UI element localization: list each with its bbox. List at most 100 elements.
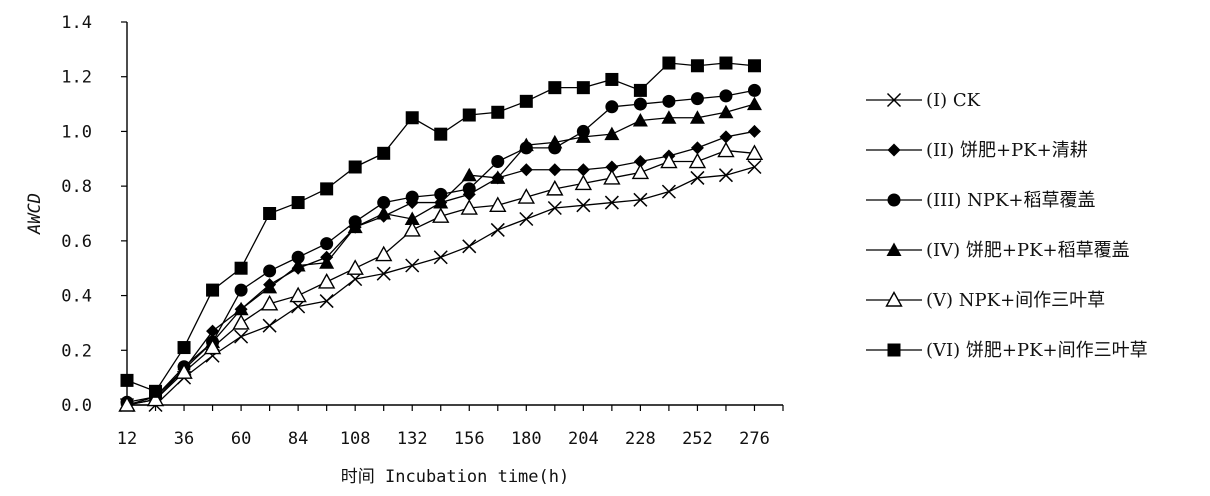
x-tick-label: 132 bbox=[397, 429, 428, 449]
point-marker bbox=[519, 94, 533, 108]
point-marker bbox=[206, 283, 220, 297]
point-marker bbox=[462, 239, 477, 254]
point-marker bbox=[548, 81, 562, 95]
point-marker bbox=[517, 188, 535, 204]
point-marker bbox=[319, 294, 334, 309]
point-marker bbox=[491, 155, 505, 169]
point-marker bbox=[690, 92, 704, 106]
point-marker bbox=[604, 126, 620, 141]
legend-label: (IV) 饼肥+PK+稻草覆盖 bbox=[926, 240, 1130, 261]
point-marker bbox=[747, 159, 762, 175]
point-marker bbox=[747, 124, 761, 138]
point-marker bbox=[547, 200, 562, 216]
legend-item-1: (I) CK bbox=[866, 90, 981, 111]
point-marker bbox=[377, 146, 391, 160]
point-marker bbox=[690, 59, 704, 73]
point-marker bbox=[206, 324, 220, 338]
point-marker bbox=[348, 160, 362, 174]
point-marker bbox=[633, 97, 647, 111]
series-line bbox=[126, 103, 755, 406]
point-marker bbox=[405, 258, 420, 273]
point-marker bbox=[887, 193, 901, 207]
point-marker bbox=[631, 163, 650, 180]
series-6 bbox=[120, 56, 761, 398]
point-marker bbox=[490, 170, 506, 184]
point-marker bbox=[548, 163, 562, 177]
x-tick-label: 36 bbox=[174, 429, 194, 449]
point-marker bbox=[289, 286, 307, 303]
point-marker bbox=[432, 207, 450, 223]
point-marker bbox=[660, 152, 678, 169]
point-marker bbox=[519, 211, 534, 227]
point-marker bbox=[290, 257, 306, 272]
point-marker bbox=[546, 179, 564, 196]
point-marker bbox=[234, 261, 248, 275]
point-marker bbox=[460, 199, 478, 215]
x-tick-label: 60 bbox=[231, 429, 251, 449]
point-marker bbox=[317, 272, 336, 289]
point-marker bbox=[403, 220, 421, 237]
series-4 bbox=[119, 96, 762, 411]
point-marker bbox=[462, 108, 476, 122]
legend: (I) CK (II) 饼肥+PK+清耕 (III) NPK+稻草覆盖 (IV) 饼肥… bbox=[866, 90, 1148, 361]
point-marker bbox=[433, 195, 449, 209]
point-marker bbox=[433, 250, 448, 265]
point-marker bbox=[233, 301, 249, 316]
point-marker bbox=[887, 343, 901, 357]
point-marker bbox=[688, 152, 707, 169]
legend-label: (VI) 饼肥+PK+间作三叶草 bbox=[926, 340, 1148, 361]
point-marker bbox=[632, 112, 648, 127]
point-marker bbox=[120, 373, 134, 387]
point-marker bbox=[576, 163, 590, 177]
point-marker bbox=[886, 242, 902, 256]
point-marker bbox=[434, 187, 448, 201]
x-tick-label: 252 bbox=[682, 429, 713, 449]
point-marker bbox=[519, 163, 533, 177]
point-marker bbox=[746, 96, 762, 111]
series-line bbox=[126, 130, 755, 406]
point-marker bbox=[662, 94, 676, 108]
point-marker bbox=[719, 89, 733, 103]
point-marker bbox=[263, 264, 277, 278]
point-marker bbox=[575, 129, 591, 143]
legend-label: (II) 饼肥+PK+清耕 bbox=[926, 140, 1088, 161]
point-marker bbox=[718, 168, 733, 183]
point-marker bbox=[376, 206, 392, 220]
point-marker bbox=[885, 291, 903, 307]
point-marker bbox=[177, 341, 191, 355]
x-tick-label: 156 bbox=[454, 429, 485, 449]
point-marker bbox=[604, 195, 619, 210]
point-marker bbox=[203, 338, 222, 355]
series-line bbox=[126, 62, 755, 393]
point-marker bbox=[718, 104, 734, 119]
point-marker bbox=[717, 141, 735, 158]
point-marker bbox=[232, 313, 250, 330]
y-tick-label: 0.6 bbox=[61, 232, 92, 252]
point-marker bbox=[887, 143, 901, 157]
point-marker bbox=[574, 174, 593, 191]
ticks: 0.0 0.2 0.4 0.6 0.8 1.0 1.2 1.4 12 36 60 84 108 132 15… bbox=[61, 13, 784, 449]
x-tick-label: 204 bbox=[568, 429, 599, 449]
point-marker bbox=[576, 198, 591, 213]
point-marker bbox=[405, 111, 419, 125]
y-tick-label: 0.2 bbox=[61, 341, 92, 361]
y-tick-label: 1.0 bbox=[61, 122, 92, 142]
legend-item-4: (IV) 饼肥+PK+稻草覆盖 bbox=[866, 240, 1130, 261]
point-marker bbox=[461, 167, 477, 182]
y-axis-title: AWCD bbox=[25, 193, 45, 235]
point-marker bbox=[689, 110, 705, 124]
point-marker bbox=[405, 190, 419, 204]
point-marker bbox=[262, 279, 278, 294]
point-marker bbox=[489, 196, 507, 212]
point-marker bbox=[633, 155, 647, 169]
x-tick-label: 228 bbox=[625, 429, 656, 449]
y-tick-label: 1.4 bbox=[61, 13, 92, 33]
y-tick-label: 0.0 bbox=[61, 396, 92, 416]
legend-label: (V) NPK+间作三叶草 bbox=[926, 290, 1105, 311]
point-marker bbox=[320, 237, 334, 251]
point-marker bbox=[291, 250, 305, 264]
legend-item-3: (III) NPK+稻草覆盖 bbox=[866, 190, 1096, 211]
x-tick-label: 12 bbox=[117, 429, 137, 449]
point-marker bbox=[603, 168, 621, 185]
point-marker bbox=[745, 144, 764, 161]
